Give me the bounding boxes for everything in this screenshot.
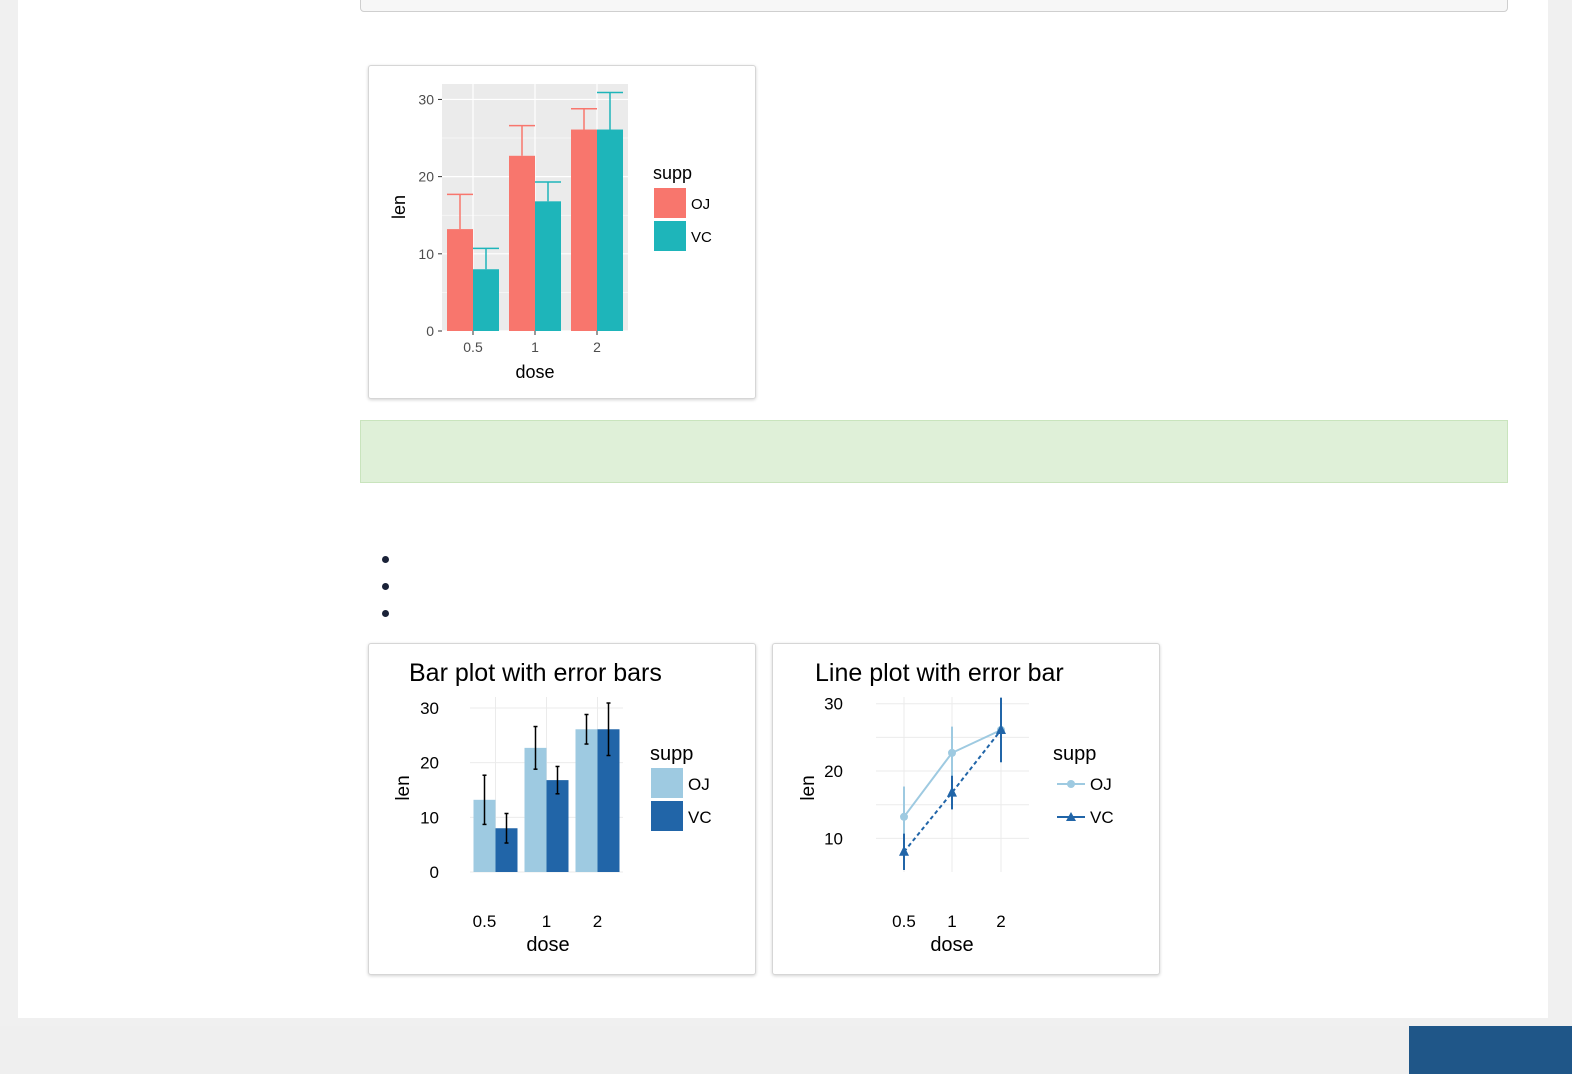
- x-axis: 0.5 1 2: [463, 331, 601, 355]
- footer-bar: [0, 1026, 1572, 1074]
- y-tick-label: 10: [420, 808, 439, 827]
- bar-chart-default: 0 10 20 30 0.5 1 2 dose len supp OJ VC: [389, 84, 712, 382]
- y-axis: 0 10 20 30: [418, 91, 442, 339]
- legend-label-oj: OJ: [1090, 775, 1112, 794]
- y-tick-label: 10: [418, 246, 434, 262]
- point-oj: [948, 748, 956, 757]
- legend-title: supp: [1053, 743, 1096, 765]
- legend-label-oj: OJ: [691, 196, 710, 213]
- point-vc: [899, 845, 909, 856]
- point-vc: [947, 786, 957, 797]
- x-tick-label: 1: [947, 912, 956, 931]
- error-bars: [482, 702, 611, 844]
- x-tick-label: 2: [996, 912, 1005, 931]
- bullet-icon: [382, 610, 389, 617]
- legend-label-vc: VC: [691, 229, 712, 246]
- chart-title: Line plot with error bar: [815, 659, 1064, 687]
- y-axis-title: len: [798, 775, 819, 800]
- chart-title: Bar plot with error bars: [409, 659, 662, 687]
- legend-key-oj: [1057, 780, 1085, 788]
- x-axis-title: dose: [526, 934, 569, 956]
- y-tick-label: 30: [824, 695, 843, 714]
- x-tick-label: 0.5: [473, 912, 497, 931]
- bar-oj: [571, 129, 597, 331]
- x-axis: 0.5 1 2: [473, 912, 603, 931]
- info-note-box: [360, 420, 1508, 483]
- plot-card-line-errorbar: Line plot with error bar 10 20 30 0.5 1 2 do…: [772, 643, 1160, 975]
- legend-label-oj: OJ: [688, 775, 710, 794]
- error-bars: [447, 91, 623, 270]
- bar-vc: [597, 729, 620, 872]
- bar-chart-error-bars: Bar plot with error bars 0 10 20 30 0.5 1 2 d…: [393, 659, 712, 956]
- bar-oj: [575, 729, 598, 872]
- code-block: [360, 0, 1508, 12]
- y-axis-title: len: [389, 195, 409, 219]
- point-oj: [900, 812, 908, 821]
- legend-key-vc: [651, 801, 683, 831]
- plot-card-bar-errorbars: Bar plot with error bars 0 10 20 30 0.5 1 2 d…: [368, 643, 756, 975]
- x-axis-title: dose: [515, 362, 554, 382]
- x-tick-label: 0.5: [892, 912, 916, 931]
- y-tick-label: 0: [426, 323, 434, 339]
- legend-title: supp: [650, 743, 693, 765]
- x-tick-label: 1: [531, 339, 539, 355]
- bars: [447, 129, 623, 331]
- bars: [473, 729, 620, 872]
- footer-button[interactable]: [1409, 1026, 1572, 1074]
- points: [899, 723, 1006, 856]
- line-chart-error-bars: Line plot with error bar 10 20 30 0.5 1 2 do…: [798, 659, 1114, 956]
- bullet-icon: [382, 556, 389, 563]
- y-tick-label: 20: [824, 762, 843, 781]
- y-axis: 0 10 20 30: [420, 699, 439, 882]
- y-axis: 10 20 30: [824, 695, 843, 849]
- y-tick-label: 30: [418, 91, 434, 107]
- bar-vc: [597, 129, 623, 331]
- y-tick-label: 30: [420, 699, 439, 718]
- legend-label-vc: VC: [1090, 808, 1114, 827]
- y-tick-label: 0: [430, 863, 439, 882]
- x-tick-label: 0.5: [463, 339, 483, 355]
- bar-oj: [509, 155, 535, 331]
- legend-label-vc: VC: [688, 808, 712, 827]
- legend-key-oj: [651, 768, 683, 798]
- bar-oj: [447, 229, 473, 331]
- legend-key-vc: [654, 221, 686, 251]
- series-line-vc: [903, 729, 1002, 853]
- x-tick-label: 2: [593, 339, 601, 355]
- x-tick-label: 1: [542, 912, 551, 931]
- x-axis: 0.5 1 2: [892, 912, 1006, 931]
- bar-vc: [535, 201, 561, 331]
- x-axis-title: dose: [930, 934, 973, 956]
- x-tick-label: 2: [593, 912, 602, 931]
- bar-vc: [546, 780, 569, 872]
- legend-key-vc: [1057, 812, 1085, 821]
- bar-oj: [473, 799, 496, 872]
- legend-key-oj: [654, 188, 686, 218]
- bar-oj: [524, 747, 547, 872]
- bar-vc: [473, 269, 499, 331]
- y-tick-label: 20: [420, 754, 439, 773]
- plot-card-ggplot-bar: 0 10 20 30 0.5 1 2 dose len supp OJ VC: [368, 65, 756, 399]
- y-tick-label: 10: [824, 829, 843, 848]
- legend-title: supp: [653, 163, 692, 183]
- point-vc: [996, 723, 1006, 734]
- bullet-icon: [382, 583, 389, 590]
- y-axis-title: len: [393, 775, 414, 800]
- bar-vc: [495, 828, 518, 872]
- y-tick-label: 20: [418, 169, 434, 185]
